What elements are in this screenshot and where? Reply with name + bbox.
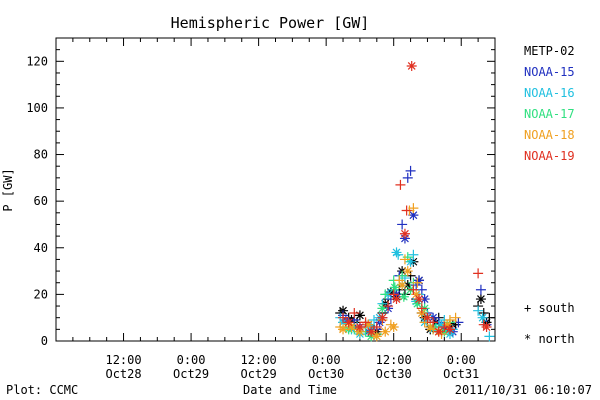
- x-tick-day: Oct29: [173, 367, 209, 381]
- data-point-south: [399, 254, 410, 265]
- data-point-south: [473, 305, 484, 316]
- data-point-north: [389, 282, 400, 293]
- data-point-north: [388, 322, 399, 333]
- legend: METP-02 NOAA-15 NOAA-16 NOAA-17 NOAA-18 NOAA-…: [524, 44, 575, 163]
- legend-entry: NOAA-19: [524, 149, 575, 163]
- data-point-south: [408, 203, 419, 214]
- data-point-south: [405, 165, 416, 176]
- y-axis: 0 20 40 60 80 100 120: [26, 37, 495, 348]
- y-tick-label: 0: [41, 334, 48, 348]
- timestamp: 2011/10/31 06:10:07: [455, 383, 592, 397]
- data-point-north: [436, 319, 447, 330]
- data-point-south: [428, 317, 439, 328]
- data-point-north: [477, 312, 488, 323]
- data-point-north: [419, 294, 430, 305]
- data-point-south: [484, 331, 495, 342]
- data-point-north: [405, 256, 416, 267]
- data-point-north: [414, 294, 425, 305]
- data-point-north: [399, 228, 410, 239]
- data-point-south: [383, 301, 394, 312]
- data-point-south: [402, 172, 413, 183]
- data-point-north: [475, 294, 486, 305]
- x-tick-time: 12:00: [376, 353, 412, 367]
- legend-entry: NOAA-18: [524, 128, 575, 142]
- x-tick-day: Oct28: [105, 367, 141, 381]
- data-point-south: [416, 303, 427, 314]
- x-tick-day: Oct31: [443, 367, 479, 381]
- data-point-north: [346, 322, 357, 333]
- legend-north: * north: [524, 332, 575, 346]
- y-tick-label: 20: [34, 287, 48, 301]
- legend-south: + south: [524, 301, 575, 315]
- data-point-south: [371, 322, 382, 333]
- x-tick-time: 0:00: [312, 353, 341, 367]
- data-point-north: [371, 331, 382, 342]
- x-tick-time: 0:00: [447, 353, 476, 367]
- chart-title: Hemispheric Power [GW]: [171, 14, 370, 32]
- data-point-north: [338, 324, 349, 335]
- plot-frame: [55, 37, 496, 342]
- data-point-north: [406, 60, 417, 71]
- data-point-north: [398, 291, 409, 302]
- data-point-north: [444, 324, 455, 335]
- y-tick-label: 80: [34, 148, 48, 162]
- data-point-north: [391, 247, 402, 258]
- data-point-south: [397, 270, 408, 281]
- x-tick-time: 0:00: [177, 353, 206, 367]
- data-point-north: [377, 303, 388, 314]
- x-tick-day: Oct30: [308, 367, 344, 381]
- data-point-north: [391, 294, 402, 305]
- y-tick-label: 120: [26, 54, 48, 68]
- x-axis: 12:00Oct280:00Oct2912:00Oct290:00Oct3012…: [72, 38, 479, 381]
- data-point-south: [397, 219, 408, 230]
- data-point-north: [354, 310, 365, 321]
- legend-entry: NOAA-16: [524, 86, 575, 100]
- legend-entry: NOAA-15: [524, 65, 575, 79]
- data-point-south: [395, 179, 406, 190]
- data-point-north: [366, 326, 377, 337]
- y-tick-label: 60: [34, 194, 48, 208]
- data-point-north: [377, 312, 388, 323]
- data-points: [335, 60, 495, 342]
- data-point-south: [408, 284, 419, 295]
- x-axis-label: Date and Time: [243, 383, 337, 397]
- data-point-north: [481, 322, 492, 333]
- data-point-south: [412, 277, 423, 288]
- data-point-north: [411, 289, 422, 300]
- data-point-north: [380, 326, 391, 337]
- data-point-north: [414, 275, 425, 286]
- y-tick-label: 40: [34, 241, 48, 255]
- x-tick-day: Oct29: [241, 367, 277, 381]
- data-point-north: [402, 280, 413, 291]
- plot-credit: Plot: CCMC: [6, 383, 78, 397]
- data-point-north: [402, 266, 413, 277]
- data-point-south: [401, 205, 412, 216]
- data-point-north: [408, 210, 419, 221]
- data-point-north: [397, 280, 408, 291]
- data-point-north: [354, 322, 365, 333]
- data-point-north: [442, 319, 453, 330]
- data-point-north: [422, 312, 433, 323]
- data-point-north: [363, 319, 374, 330]
- y-axis-label: P [GW]: [1, 168, 15, 211]
- x-tick-time: 12:00: [241, 353, 277, 367]
- data-point-south: [475, 284, 486, 295]
- data-point-south: [450, 312, 461, 323]
- data-point-south: [349, 308, 360, 319]
- data-point-south: [360, 317, 371, 328]
- x-tick-time: 12:00: [105, 353, 141, 367]
- y-tick-label: 100: [26, 101, 48, 115]
- data-point-north: [412, 298, 423, 309]
- data-point-south: [473, 268, 484, 279]
- data-point-north: [343, 317, 354, 328]
- x-tick-day: Oct30: [376, 367, 412, 381]
- data-point-north: [425, 322, 436, 333]
- legend-entry: METP-02: [524, 44, 575, 58]
- legend-entry: NOAA-17: [524, 107, 575, 121]
- data-point-north: [433, 326, 444, 337]
- data-point-south: [380, 289, 391, 300]
- data-point-south: [338, 312, 349, 323]
